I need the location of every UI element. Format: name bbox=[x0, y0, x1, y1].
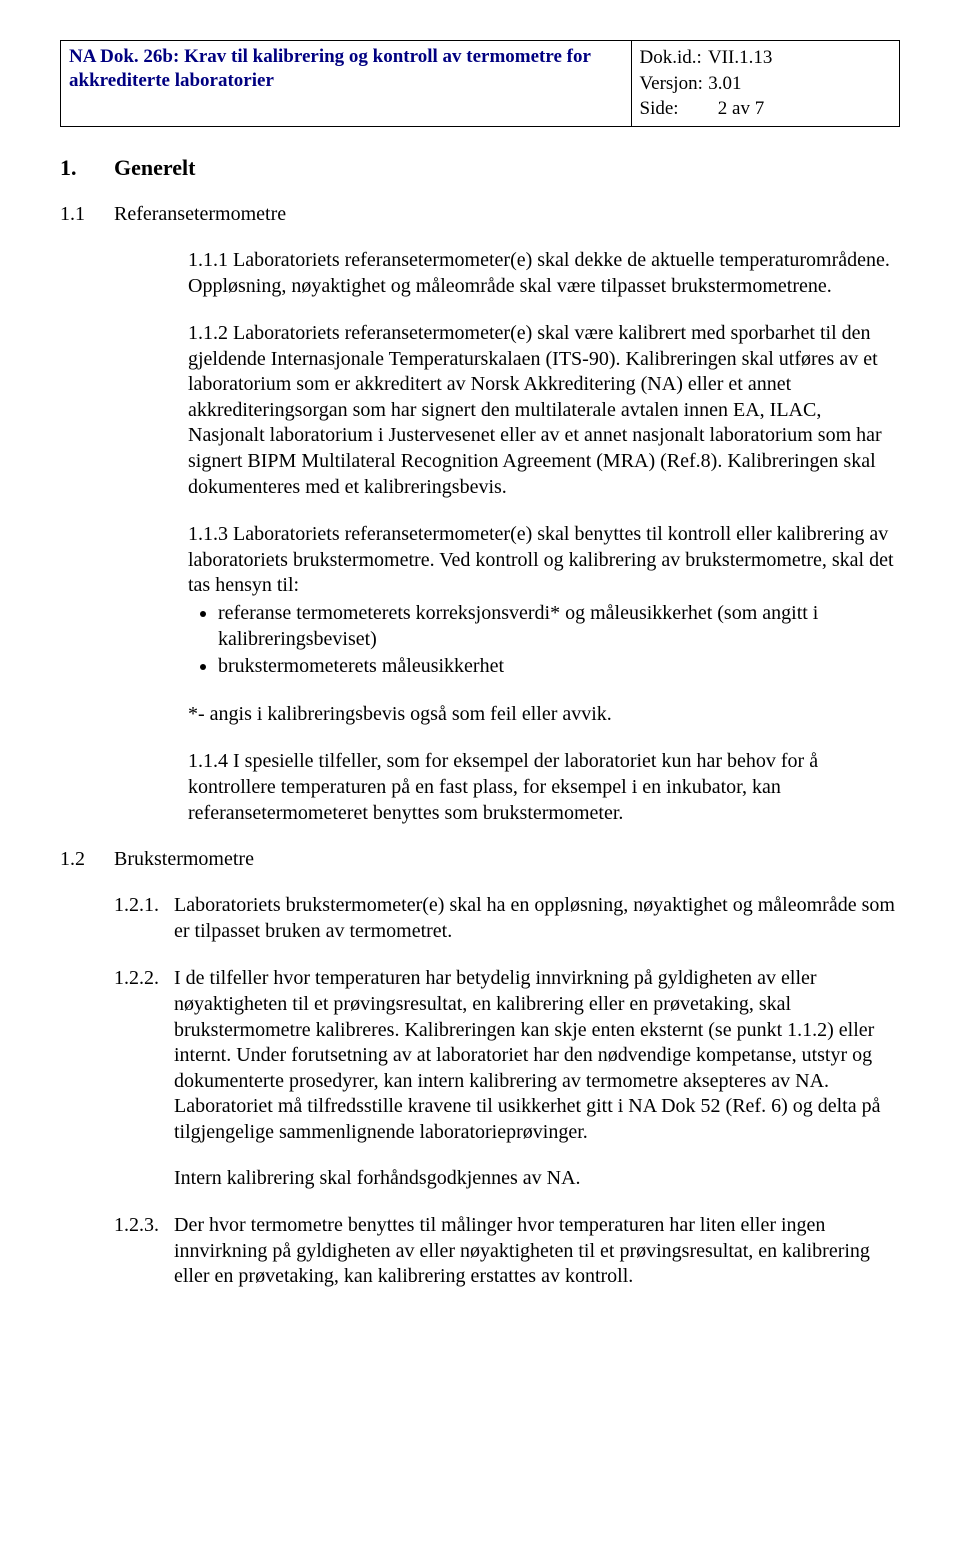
document-page: NA Dok. 26b: Krav til kalibrering og kon… bbox=[0, 0, 960, 1350]
section-1-title: Generelt bbox=[114, 155, 195, 181]
paragraph-1-2-1-num: 1.2.1. bbox=[114, 893, 174, 944]
dokid-value: VII.1.13 bbox=[708, 47, 772, 68]
paragraph-1-2-3: 1.2.3. Der hvor termometre benyttes til … bbox=[114, 1213, 900, 1290]
paragraph-1-2-2: 1.2.2. I de tilfeller hvor temperaturen … bbox=[114, 966, 900, 1191]
header-title-cell: NA Dok. 26b: Krav til kalibrering og kon… bbox=[61, 41, 632, 127]
paragraph-1-2-2-b: Intern kalibrering skal forhåndsgodkjenn… bbox=[174, 1167, 581, 1189]
paragraph-1-2-2-num: 1.2.2. bbox=[114, 966, 174, 1191]
section-1-num: 1. bbox=[60, 155, 114, 181]
section-1-1-num: 1.1 bbox=[60, 203, 114, 226]
paragraph-1-1-3: 1.1.3 Laboratoriets referansetermometer(… bbox=[188, 522, 900, 680]
side-value: 2 av 7 bbox=[718, 98, 764, 119]
section-1-2-title: Brukstermometre bbox=[114, 848, 254, 871]
header-table: NA Dok. 26b: Krav til kalibrering og kon… bbox=[60, 40, 900, 127]
paragraph-1-2-2-body: I de tilfeller hvor temperaturen har bet… bbox=[174, 966, 900, 1191]
section-1-1-title: Referansetermometre bbox=[114, 203, 286, 226]
paragraph-1-1-3-note: *- angis i kalibreringsbevis også som fe… bbox=[188, 702, 900, 728]
header-meta-cell: Dok.id.: VII.1.13 Versjon: 3.01 Side: 2 … bbox=[631, 41, 899, 127]
paragraph-1-1-3-list: referanse termometerets korreksjonsverdi… bbox=[188, 601, 900, 680]
versjon-label: Versjon: bbox=[640, 71, 704, 97]
section-1-2-heading: 1.2 Brukstermometre bbox=[60, 848, 900, 871]
section-1-1-heading: 1.1 Referansetermometre bbox=[60, 203, 900, 226]
section-1-heading: 1. Generelt bbox=[60, 155, 900, 181]
paragraph-1-2-3-body: Der hvor termometre benyttes til målinge… bbox=[174, 1213, 900, 1290]
paragraph-1-2-1: 1.2.1. Laboratoriets brukstermometer(e) … bbox=[114, 893, 900, 944]
paragraph-1-2-3-num: 1.2.3. bbox=[114, 1213, 174, 1290]
paragraph-1-2-1-body: Laboratoriets brukstermometer(e) skal ha… bbox=[174, 893, 900, 944]
paragraph-1-1-3-intro: 1.1.3 Laboratoriets referansetermometer(… bbox=[188, 523, 894, 596]
paragraph-1-1-4: 1.1.4 I spesielle tilfeller, som for eks… bbox=[188, 749, 900, 826]
dokid-label: Dok.id.: bbox=[640, 45, 704, 71]
paragraph-1-1-2: 1.1.2 Laboratoriets referansetermometer(… bbox=[188, 321, 900, 500]
side-label: Side: bbox=[640, 96, 704, 122]
paragraph-1-2-2-a: I de tilfeller hvor temperaturen har bet… bbox=[174, 967, 880, 1143]
section-1-2-num: 1.2 bbox=[60, 848, 114, 871]
header-title-line1: NA Dok. 26b: Krav til kalibrering og kon… bbox=[69, 46, 591, 67]
versjon-value: 3.01 bbox=[708, 73, 741, 94]
list-item: referanse termometerets korreksjonsverdi… bbox=[218, 601, 900, 652]
header-title-line2: akkrediterte laboratorier bbox=[69, 70, 274, 91]
list-item: brukstermometerets måleusikkerhet bbox=[218, 654, 900, 680]
paragraph-1-1-1: 1.1.1 Laboratoriets referansetermometer(… bbox=[188, 248, 900, 299]
